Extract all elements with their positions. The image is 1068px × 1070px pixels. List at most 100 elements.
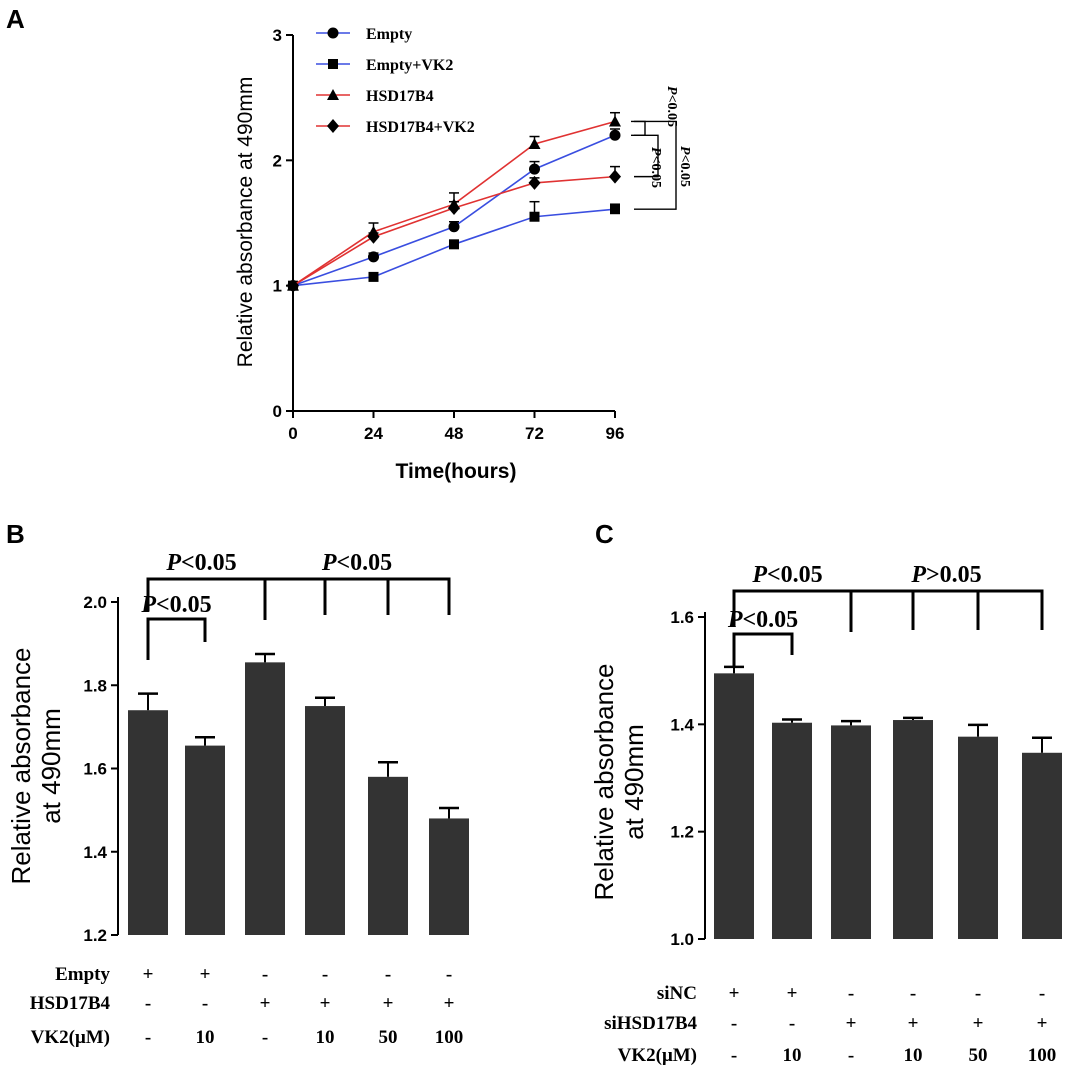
bar [1022, 752, 1062, 939]
data-point [449, 239, 459, 250]
data-point [609, 169, 621, 184]
condition-cell: - [975, 983, 981, 1004]
bar [958, 736, 998, 939]
x-tick-label: 24 [364, 424, 383, 443]
bar [305, 706, 345, 935]
condition-cell: - [262, 964, 268, 985]
y-tick-label: 1.4 [670, 715, 694, 734]
bar [831, 725, 871, 939]
legend-marker [327, 119, 339, 133]
condition-cell: + [1037, 1013, 1048, 1034]
legend-marker [327, 89, 339, 100]
y-tick-label: 1.4 [83, 843, 107, 862]
condition-cell: + [444, 993, 455, 1014]
y-tick-label: 1.6 [670, 608, 694, 627]
data-point [529, 163, 540, 175]
line-chart-significance: P<0.05 P<0.05 P<0.05 [631, 86, 692, 210]
x-tick-label: 0 [288, 424, 297, 443]
x-tick-label: 96 [606, 424, 625, 443]
x-tick-label: 72 [525, 424, 544, 443]
condition-cell: 100 [1028, 1045, 1057, 1066]
condition-cell: + [787, 983, 798, 1004]
condition-cell: 10 [783, 1045, 802, 1066]
condition-row-label: HSD17B4 [30, 993, 111, 1014]
condition-cell: - [145, 1027, 151, 1048]
condition-cell: + [143, 964, 154, 985]
data-point [609, 115, 621, 127]
condition-cell: + [320, 993, 331, 1014]
condition-cell: 10 [196, 1027, 215, 1048]
bar [429, 818, 469, 935]
significance-label: P<0.05 [165, 550, 236, 576]
significance-bracket [631, 120, 646, 136]
condition-cell: 10 [316, 1027, 335, 1048]
y-tick-label: 0 [273, 402, 282, 421]
series-empty-vk2 [288, 200, 620, 291]
significance-label: P<0.05 [727, 607, 798, 633]
y-tick-label: 1.6 [83, 760, 107, 779]
data-point [367, 229, 380, 244]
data-point [528, 175, 541, 190]
series-hsd17b4-vk2 [287, 165, 621, 293]
bar [772, 722, 812, 939]
bar [185, 745, 225, 935]
y-tick-label: 2.0 [83, 593, 107, 612]
legend-label: HSD17B4+VK2 [366, 119, 475, 136]
significance-bracket [732, 632, 794, 668]
bar [245, 662, 285, 935]
line-chart-y-axis-title: Relative absorbance at 490mm [234, 77, 257, 368]
x-tick-label: 48 [445, 424, 464, 443]
condition-cell: - [848, 1045, 854, 1066]
condition-cell: - [731, 1013, 737, 1034]
y-tick-label: 1.2 [83, 926, 107, 945]
data-point [448, 200, 460, 215]
significance-bracket [146, 617, 207, 660]
condition-cell: - [202, 993, 208, 1014]
y-tick-label: 3 [273, 26, 282, 45]
y-axis-title: Relative absorbanceat 490mm [6, 647, 66, 884]
significance-label: P<0.05 [648, 147, 663, 188]
data-point [529, 211, 540, 222]
significance-label: P<0.05 [321, 550, 392, 576]
condition-row-label: siHSD17B4 [604, 1013, 697, 1034]
line-chart-legend: Empty Empty+VK2 HSD17B4 HSD17B4+VK2 [316, 26, 475, 136]
condition-row-label: Empty [55, 964, 110, 985]
legend-label: Empty [366, 26, 412, 43]
line-chart-axes: 0 1 2 3 0 24 48 72 96 [273, 26, 625, 443]
condition-cell: + [973, 1013, 984, 1034]
panel-label-b: B [6, 519, 25, 549]
condition-cell: 50 [379, 1027, 398, 1048]
significance-label: P<0.05 [751, 562, 822, 588]
condition-cell: - [322, 964, 328, 985]
significance-label: P<0.05 [677, 146, 692, 187]
condition-cell: - [848, 983, 854, 1004]
significance-bracket [849, 589, 1044, 632]
condition-cell: - [385, 964, 391, 985]
condition-row-label: VK2(μM) [31, 1027, 110, 1048]
significance-bracket [263, 577, 451, 620]
data-point [368, 271, 379, 282]
bar-chart-b: 1.2 1.4 1.6 1.8 2.0 Relative absorbanceat 490… [6, 550, 469, 1048]
condition-cell: - [446, 964, 452, 985]
y-tick-label: 1.0 [670, 930, 694, 949]
condition-cell: 10 [904, 1045, 923, 1066]
bar [714, 673, 754, 939]
y-axis-title: Relative absorbanceat 490mm [589, 663, 649, 900]
condition-cell: + [908, 1013, 919, 1034]
y-tick-label: 2 [273, 151, 282, 170]
bar-chart-c: 1.0 1.2 1.4 1.6 Relative absorbanceat 490mm s… [589, 562, 1062, 1066]
condition-cell: - [910, 983, 916, 1004]
y-tick-label: 1.2 [670, 823, 694, 842]
legend-label: Empty+VK2 [366, 57, 453, 74]
data-point [287, 278, 299, 293]
line-chart-series [287, 111, 621, 293]
condition-cell: - [145, 993, 151, 1014]
panel-label-c: C [595, 519, 614, 549]
condition-row-label: VK2(μM) [618, 1045, 697, 1066]
bar [893, 720, 933, 939]
data-point [528, 138, 541, 150]
line-chart-a: 0 1 2 3 0 24 48 72 96 Empty Empty+VK2 HSD17B4 HSD17… [234, 26, 692, 483]
condition-row-label: siNC [657, 983, 697, 1004]
panel-label-a: A [6, 4, 25, 34]
